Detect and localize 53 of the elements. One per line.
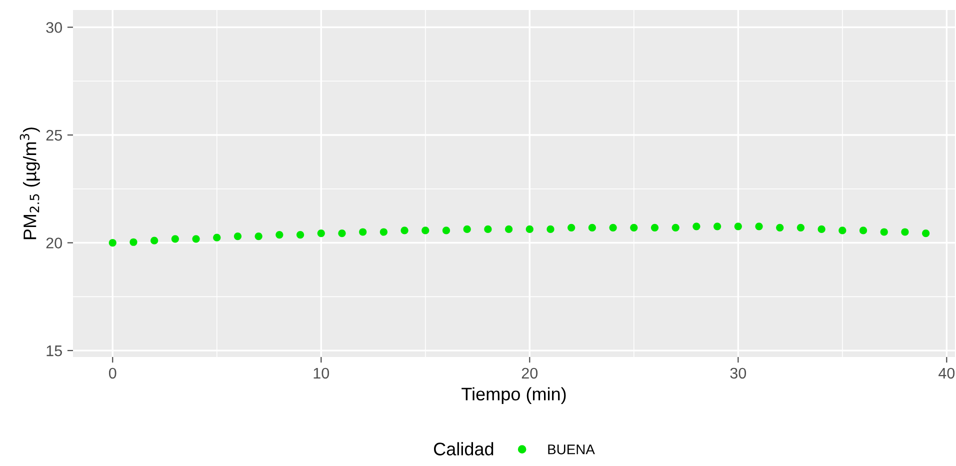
point [171,235,179,243]
point [796,224,805,232]
x-tick-label: 0 [108,368,116,379]
point [546,225,554,233]
point [254,232,262,240]
legend-label: BUENA [548,444,595,454]
point [838,226,846,234]
point [317,229,325,238]
point [213,234,221,242]
point [422,226,430,234]
point [380,228,388,236]
point [901,228,909,236]
point [672,224,680,232]
point [276,230,284,239]
point [734,222,742,230]
y-tick-label: 25 [46,130,62,141]
point [338,229,346,238]
x-tick-label: 20 [522,368,538,379]
point [713,222,722,230]
point [130,238,138,246]
x-tick-label: 30 [730,368,746,379]
point [588,224,596,232]
point [650,224,659,232]
point [108,238,116,247]
point [630,224,638,232]
point [818,225,826,233]
x-axis-title: Tiempo (min) [462,387,566,404]
y-tick-label: 20 [46,238,62,248]
point [400,226,408,234]
point [776,224,784,232]
x-tick-label: 40 [938,368,955,379]
y-axis-title: PM$_{2.5}$ (µg/m$^{3}$) [20,128,40,240]
point [296,230,304,239]
point [484,225,492,233]
point [150,236,158,244]
point [192,235,200,243]
legend-title: Calidad [434,442,494,456]
point [463,225,471,233]
point [880,228,888,236]
y-tick-label: 15 [46,346,62,356]
point [442,226,450,234]
x-tick-label: 10 [314,368,330,379]
point [692,222,700,230]
point [859,226,868,234]
y-tick-label: 30 [46,22,62,33]
point [755,222,763,230]
point [609,224,617,232]
point [359,228,367,236]
point [526,225,534,233]
point [234,232,242,240]
point [568,224,576,232]
point [922,229,930,238]
point [504,225,513,233]
